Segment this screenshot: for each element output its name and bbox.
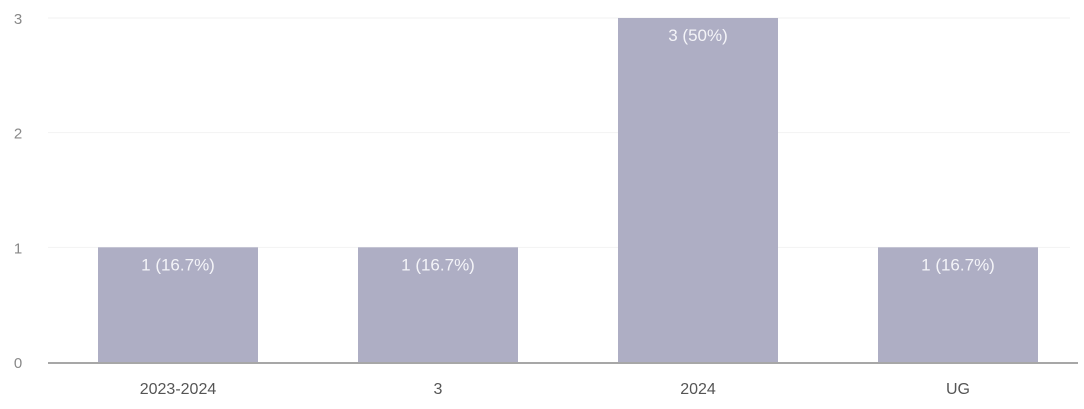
bar-data-labels: 1 (16.7%) 1 (16.7%) 3 (50%) 1 (16.7%)	[141, 26, 995, 274]
bar-data-label: 1 (16.7%)	[401, 255, 475, 274]
bar	[878, 247, 1038, 362]
y-tick-label: 0	[14, 355, 22, 372]
bar-data-label: 1 (16.7%)	[141, 255, 215, 274]
bar-data-label: 1 (16.7%)	[921, 255, 995, 274]
bar	[358, 247, 518, 362]
y-axis-ticks: 0 1 2 3	[14, 11, 22, 372]
y-tick-label: 1	[14, 240, 22, 257]
x-tick-label: 3	[434, 381, 443, 398]
y-tick-label: 3	[14, 11, 22, 28]
bars	[98, 18, 1038, 362]
y-tick-label: 2	[14, 126, 22, 143]
gridlines	[48, 17, 1070, 248]
bar	[618, 18, 778, 362]
bar	[98, 247, 258, 362]
x-tick-label: 2023-2024	[140, 381, 217, 398]
bar-data-label: 3 (50%)	[668, 26, 728, 45]
x-tick-label: UG	[946, 381, 970, 398]
x-axis-ticks: 2023-2024 3 2024 UG	[140, 381, 970, 398]
x-tick-label: 2024	[680, 381, 716, 398]
